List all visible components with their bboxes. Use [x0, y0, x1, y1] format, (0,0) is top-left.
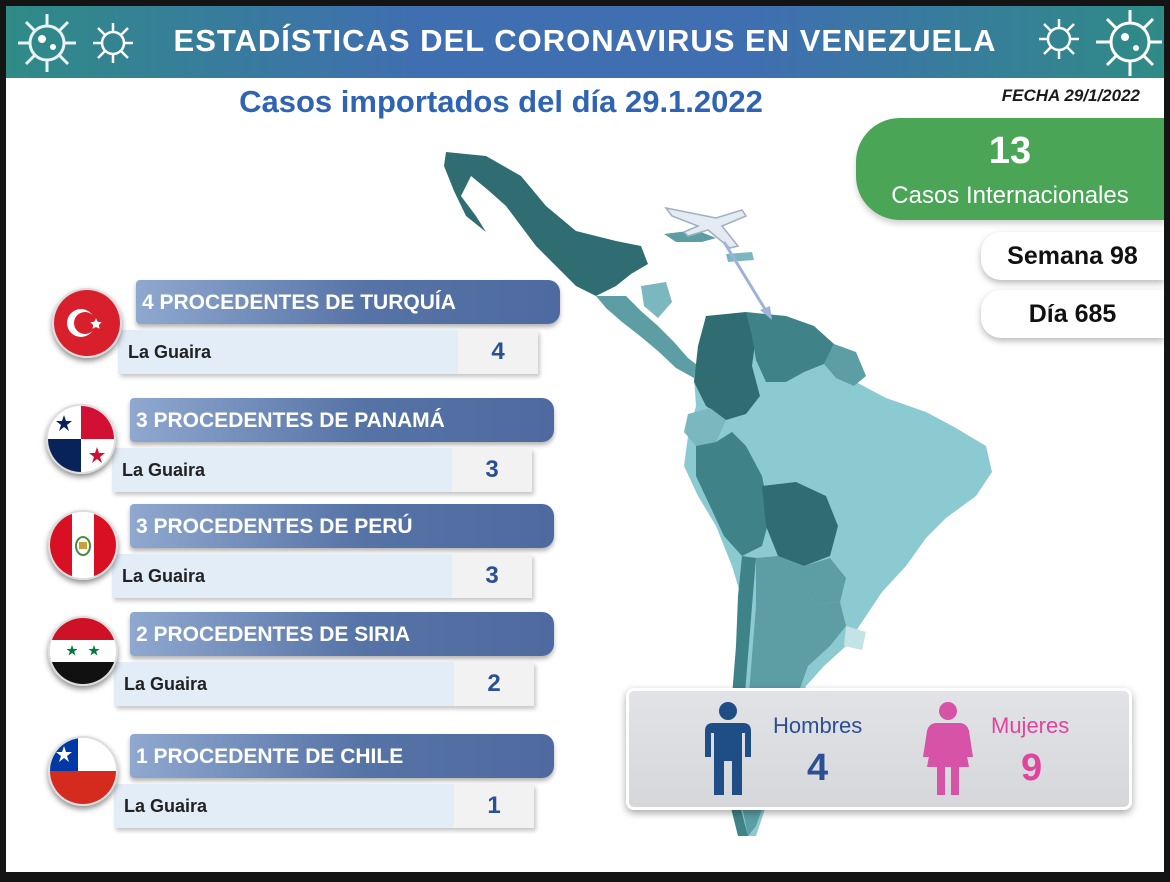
country-header: 3 PROCEDENTES DE PERÚ — [130, 504, 554, 548]
turkey-flag-icon — [52, 288, 122, 358]
chile-flag-icon — [48, 736, 118, 806]
country-entry-turkey: 4 PROCEDENTES DE TURQUÍA La Guaira 4 — [6, 280, 566, 380]
women-value: 9 — [1021, 747, 1043, 789]
country-title: 4 PROCEDENTES DE TURQUÍA — [142, 291, 456, 314]
international-cases-box: 13 Casos Internacionales — [856, 118, 1164, 220]
international-cases-value: 13 — [988, 130, 1032, 172]
peru-flag-icon — [48, 510, 118, 580]
gender-breakdown: Hombres 4 Mujeres 9 — [626, 688, 1132, 810]
location-label: La Guaira — [124, 674, 208, 694]
country-title: 3 PROCEDENTES DE PERÚ — [136, 515, 413, 538]
international-cases-label: Casos Internacionales — [891, 182, 1129, 209]
table-row: La Guaira 3 — [112, 554, 532, 598]
week-badge: Semana 98 — [981, 232, 1164, 280]
case-count: 3 — [452, 448, 532, 492]
airplane-icon — [664, 206, 748, 249]
virus-icon — [93, 23, 133, 63]
woman-icon — [923, 702, 973, 795]
man-icon — [705, 702, 751, 795]
table-row: La Guaira 1 — [114, 784, 534, 828]
location-label: La Guaira — [128, 342, 212, 362]
syria-flag-icon — [48, 616, 118, 686]
women-label: Mujeres — [991, 713, 1070, 738]
day-badge: Día 685 — [981, 290, 1164, 338]
banner-title: ESTADÍSTICAS DEL CORONAVIRUS EN VENEZUEL… — [173, 23, 997, 58]
men-value: 4 — [807, 747, 829, 789]
table-row: La Guaira 4 — [118, 330, 538, 374]
case-count: 1 — [454, 784, 534, 828]
location-label: La Guaira — [122, 566, 206, 586]
country-title: 3 PROCEDENTES DE PANAMÁ — [136, 409, 445, 432]
table-row: La Guaira 3 — [112, 448, 532, 492]
virus-icon — [1096, 10, 1162, 76]
date-label: FECHA 29/1/2022 — [1001, 86, 1140, 105]
case-count: 3 — [452, 554, 532, 598]
panama-flag-icon — [46, 404, 116, 474]
country-header: 2 PROCEDENTES DE SIRIA — [130, 612, 554, 656]
men-label: Hombres — [773, 713, 863, 738]
country-header: 1 PROCEDENTE DE CHILE — [130, 734, 554, 778]
location-label: La Guaira — [124, 796, 208, 816]
country-title: 2 PROCEDENTES DE SIRIA — [136, 623, 411, 646]
case-count: 2 — [454, 662, 534, 706]
case-count: 4 — [458, 330, 538, 374]
header-banner: ESTADÍSTICAS DEL CORONAVIRUS EN VENEZUEL… — [6, 6, 1164, 78]
country-entry-panama: 3 PROCEDENTES DE PANAMÁ La Guaira 3 — [6, 398, 566, 498]
country-header: 3 PROCEDENTES DE PANAMÁ — [130, 398, 554, 442]
location-label: La Guaira — [122, 460, 206, 480]
table-row: La Guaira 2 — [114, 662, 534, 706]
country-entry-chile: 1 PROCEDENTE DE CHILE La Guaira 1 — [6, 734, 566, 834]
country-header: 4 PROCEDENTES DE TURQUÍA — [136, 280, 560, 324]
country-title: 1 PROCEDENTE DE CHILE — [136, 745, 404, 768]
infographic: ESTADÍSTICAS DEL CORONAVIRUS EN VENEZUEL… — [6, 6, 1164, 872]
virus-icon — [1039, 19, 1079, 59]
virus-icon — [18, 14, 76, 72]
country-entry-syria: 2 PROCEDENTES DE SIRIA La Guaira 2 — [6, 612, 566, 712]
page-subtitle: Casos importados del día 29.1.2022 — [239, 84, 763, 119]
country-entry-peru: 3 PROCEDENTES DE PERÚ La Guaira 3 — [6, 504, 566, 604]
